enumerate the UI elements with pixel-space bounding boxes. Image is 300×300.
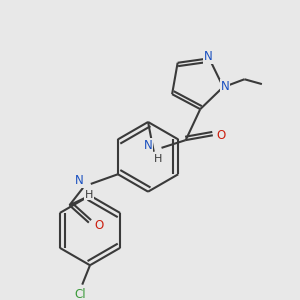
Text: H: H	[85, 190, 93, 200]
Text: N: N	[144, 140, 152, 152]
Text: Cl: Cl	[74, 288, 86, 300]
Text: N: N	[75, 174, 83, 187]
Text: N: N	[221, 80, 230, 92]
Text: O: O	[94, 219, 103, 232]
Text: N: N	[204, 50, 213, 63]
Text: O: O	[216, 129, 225, 142]
Text: H: H	[154, 154, 162, 164]
